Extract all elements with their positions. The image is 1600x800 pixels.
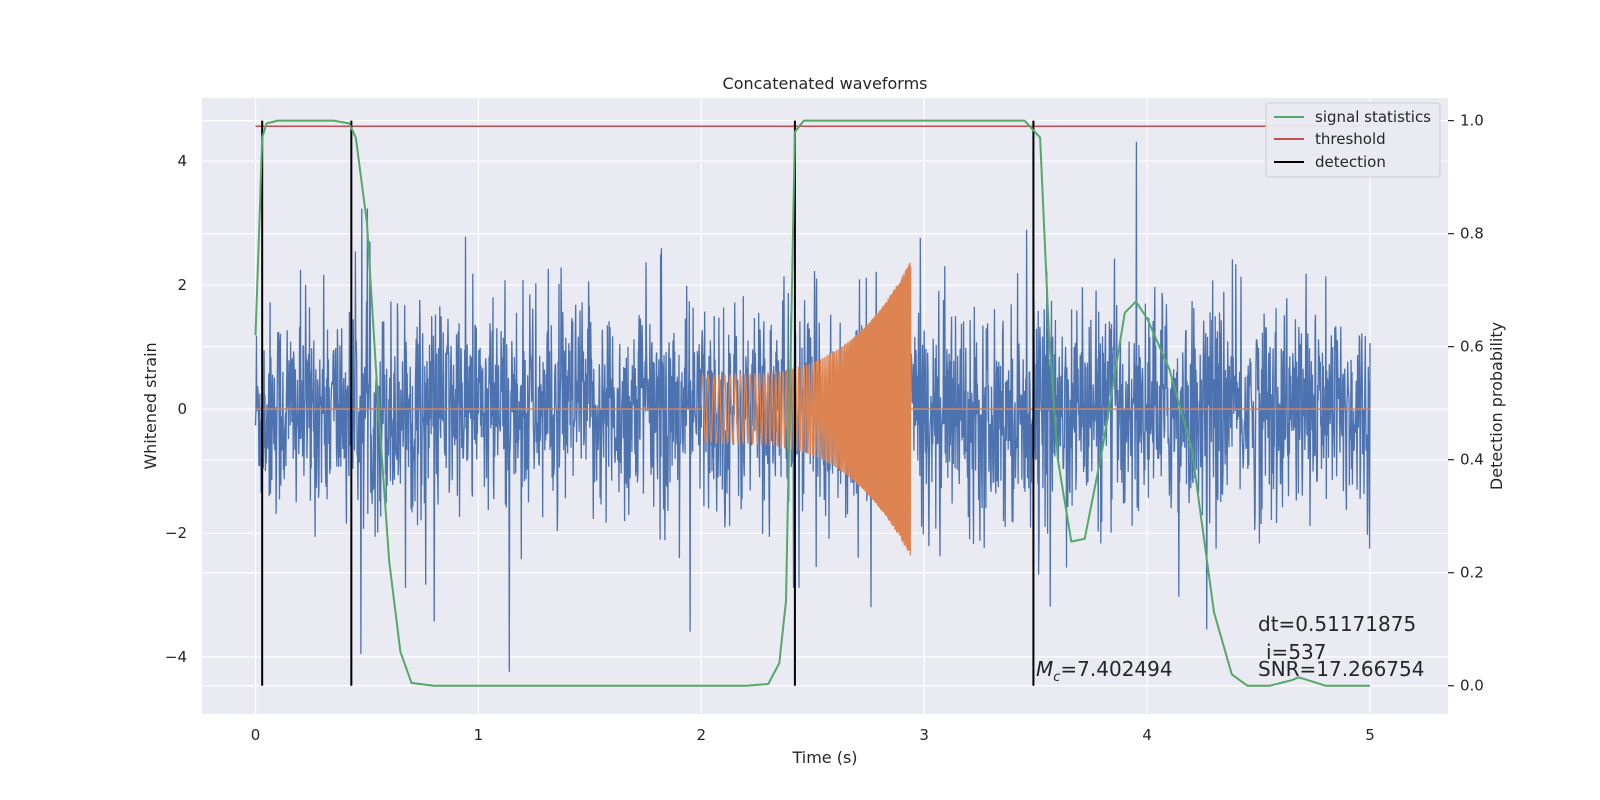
chart-title: Concatenated waveforms (723, 74, 928, 93)
y-tick-label: 4 (177, 152, 187, 170)
annotation-mc-subscript: c (1053, 670, 1060, 685)
series-injected-waveform (700, 262, 912, 556)
x-axis: 0 1 2 3 4 5 (251, 726, 1375, 744)
annotation-mc-value: =7.402494 (1060, 657, 1172, 681)
plot-area (254, 119, 1371, 687)
annotation-snr: SNR=17.266754 (1258, 657, 1424, 681)
legend-label-signal: signal statistics (1315, 108, 1431, 126)
x-tick-label: 0 (251, 726, 261, 744)
x-tick-label: 5 (1365, 726, 1375, 744)
legend-box (1265, 102, 1441, 178)
x-tick-label: 1 (474, 726, 484, 744)
y-right-tick-label: 0.2 (1460, 564, 1484, 582)
y-right-tick-label: 0.4 (1460, 451, 1484, 469)
legend-label-detection: detection (1315, 153, 1386, 171)
x-axis-title: Time (s) (791, 748, 857, 767)
y-axis-right: 0.0 0.2 0.4 0.6 0.8 1.0 (1448, 112, 1484, 695)
y-right-tick-label: 0.6 (1460, 338, 1484, 356)
y-tick-label: 0 (177, 400, 187, 418)
y-axis-right-title: Detection probability (1487, 322, 1506, 490)
series-signal-statistics (254, 119, 1370, 687)
y-tick-label: 2 (177, 276, 187, 294)
x-tick-label: 4 (1142, 726, 1152, 744)
annotation-mc-symbol: M (1036, 657, 1053, 681)
y-axis-title: Whitened strain (141, 342, 160, 469)
annotation-mc: Mc=7.402494 (1036, 657, 1173, 685)
y-right-tick-label: 1.0 (1460, 112, 1484, 130)
y-axis-left: −4 −2 0 2 4 (165, 152, 187, 666)
legend: signal statistics threshold detection (1265, 102, 1441, 178)
annotation-i: i=537 (1266, 640, 1327, 664)
y-right-tick-label: 0.0 (1460, 677, 1484, 695)
y-tick-label: −4 (165, 648, 187, 666)
x-tick-label: 3 (919, 726, 929, 744)
y-tick-label: −2 (165, 524, 187, 542)
y-right-tick-label: 0.8 (1460, 225, 1484, 243)
legend-label-threshold: threshold (1315, 130, 1386, 148)
x-tick-label: 2 (697, 726, 707, 744)
annotations: Mc=7.402494 dt=0.51171875 i=537 SNR=17.2… (1036, 612, 1424, 685)
annotation-dt: dt=0.51171875 (1258, 612, 1416, 636)
